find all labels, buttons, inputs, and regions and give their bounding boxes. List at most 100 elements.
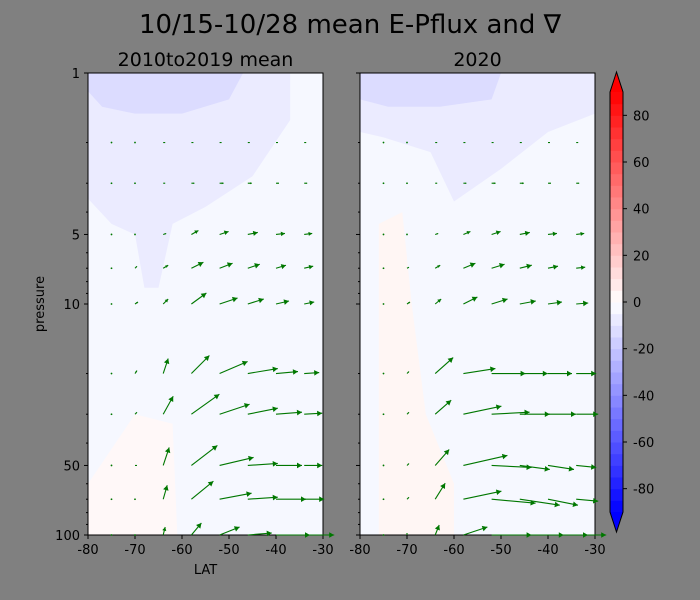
- y-axis-label: pressure: [33, 276, 48, 332]
- quiver-arrow: [519, 464, 550, 472]
- quiver-arrow: [219, 403, 250, 415]
- quiver-arrow: [382, 498, 385, 501]
- quiver-head: [135, 370, 137, 373]
- quiver-shaft: [219, 361, 248, 375]
- quiver-shaft: [463, 490, 502, 500]
- quiver-head: [283, 299, 289, 305]
- quiver-head: [258, 297, 264, 304]
- colorbar-segment: [610, 372, 623, 385]
- quiver-head: [530, 299, 536, 305]
- quiver-arrow: [191, 393, 220, 415]
- quiver-arrow: [463, 525, 488, 536]
- quiver-arrow: [163, 182, 166, 184]
- quiver-arrow: [304, 231, 313, 236]
- quiver-head: [196, 523, 202, 529]
- quiver-arrow: [134, 265, 138, 269]
- positive-region: [378, 212, 454, 535]
- quiver-head: [272, 366, 278, 373]
- quiver-head: [447, 357, 454, 363]
- quiver-arrow: [519, 370, 548, 377]
- quiver-arrow: [491, 263, 505, 269]
- quiver-arrow: [275, 264, 287, 270]
- quiver-shaft: [247, 496, 278, 500]
- colorbar-segment: [610, 267, 623, 280]
- quiver-arrow: [434, 449, 450, 466]
- quiver-head: [164, 447, 171, 454]
- colorbar-segment: [610, 115, 623, 128]
- panel-title: 2010to2019 mean: [118, 49, 294, 71]
- quiver-arrow: [134, 498, 136, 501]
- y-tick-label: 5: [72, 228, 80, 243]
- colorbar-segment: [610, 302, 623, 315]
- colorbar-segment: [610, 442, 623, 455]
- quiver-head: [136, 464, 137, 466]
- y-tick-label: 10: [63, 298, 80, 313]
- colorbar-tick-label: -40: [633, 389, 654, 404]
- quiver-arrow: [434, 264, 441, 269]
- quiver-arrow: [163, 232, 167, 235]
- quiver-arrow: [162, 447, 171, 466]
- quiver-head: [252, 230, 258, 236]
- quiver-arrow: [406, 371, 410, 374]
- quiver-head: [296, 409, 302, 416]
- quiver-arrow: [434, 524, 440, 536]
- negative-region: [88, 73, 291, 288]
- quiver-arrow: [406, 233, 408, 236]
- quiver-arrow: [382, 141, 385, 144]
- quiver-head: [168, 396, 174, 402]
- quiver-head: [246, 491, 252, 497]
- x-tick-label: -80: [349, 543, 370, 558]
- colorbar-segment: [610, 185, 623, 198]
- quiver-head: [317, 410, 323, 417]
- quiver-head: [243, 403, 250, 409]
- colorbar-tick-label: -60: [633, 436, 654, 451]
- colorbar-segment: [610, 383, 623, 396]
- quiver-head: [165, 265, 169, 268]
- quiver-head: [280, 264, 286, 270]
- quiver-arrow: [247, 494, 278, 501]
- quiver-arrow: [110, 182, 113, 185]
- quiver-arrow: [191, 292, 207, 305]
- quiver-head: [436, 182, 438, 184]
- colorbar-segment: [610, 127, 623, 140]
- quiver-arrow: [463, 453, 508, 466]
- quiver-head: [164, 142, 166, 144]
- quiver-head: [520, 142, 522, 144]
- quiver-head: [164, 299, 169, 303]
- quiver-arrow: [491, 182, 496, 185]
- quiver-head: [498, 263, 505, 269]
- quiver-arrow: [491, 141, 494, 144]
- colorbar-segment: [610, 488, 623, 501]
- colorbar-segment: [610, 453, 623, 466]
- quiver-arrow: [275, 409, 303, 416]
- quiver-head: [567, 370, 572, 377]
- positive-region: [88, 414, 178, 535]
- quiver-arrow: [110, 534, 113, 536]
- quiver-head: [437, 299, 442, 303]
- quiver-head: [601, 532, 607, 538]
- quiver-head: [297, 462, 302, 469]
- quiver-arrow: [191, 182, 195, 184]
- quiver-head: [277, 182, 279, 184]
- quiver-arrow: [219, 360, 248, 375]
- quiver-head: [577, 182, 580, 184]
- quiver-arrow: [191, 229, 199, 235]
- quiver-arrow: [463, 262, 476, 269]
- quiver-arrow: [219, 230, 229, 236]
- quiver-arrow: [247, 461, 278, 467]
- quiver-head: [231, 296, 238, 303]
- quiver-arrow: [304, 410, 323, 417]
- x-tick-label: -40: [537, 543, 558, 558]
- quiver-arrow: [576, 141, 579, 144]
- panel-1: -80 -70 -60 -50 -40 -30 1 5 10 50 100 2010to2019 me…: [33, 49, 335, 578]
- quiver-head: [544, 466, 550, 472]
- quiver-head: [465, 182, 467, 184]
- quiver-shaft: [247, 367, 278, 375]
- quiver-arrow: [548, 182, 551, 184]
- colorbar-extend-min: [610, 512, 623, 532]
- quiver-arrow: [276, 141, 278, 144]
- colorbar-segment: [610, 255, 623, 268]
- quiver-head: [553, 264, 558, 270]
- quiver-head: [544, 411, 550, 418]
- quiver-arrow: [247, 406, 278, 415]
